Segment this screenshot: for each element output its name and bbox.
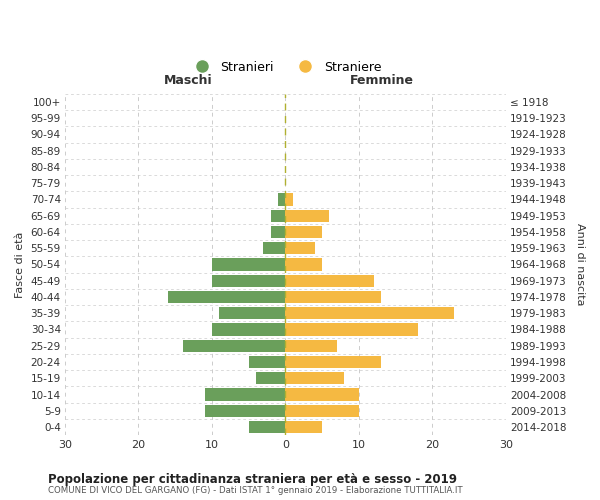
Y-axis label: Anni di nascita: Anni di nascita — [575, 223, 585, 306]
Bar — [286, 324, 418, 336]
Bar — [286, 258, 322, 270]
Bar — [286, 226, 322, 238]
Bar — [286, 291, 381, 303]
Bar — [286, 210, 329, 222]
Bar — [168, 291, 286, 303]
Bar — [286, 356, 381, 368]
Bar — [212, 324, 286, 336]
Bar — [286, 372, 344, 384]
Bar — [205, 388, 286, 400]
Bar — [286, 242, 315, 254]
Bar — [286, 194, 293, 205]
Bar — [248, 421, 286, 433]
Text: COMUNE DI VICO DEL GARGANO (FG) - Dati ISTAT 1° gennaio 2019 - Elaborazione TUTT: COMUNE DI VICO DEL GARGANO (FG) - Dati I… — [48, 486, 463, 495]
Bar — [286, 307, 454, 320]
Y-axis label: Fasce di età: Fasce di età — [15, 232, 25, 298]
Bar — [205, 404, 286, 417]
Bar — [286, 274, 374, 287]
Bar — [286, 340, 337, 352]
Bar — [286, 388, 359, 400]
Bar — [256, 372, 286, 384]
Bar — [248, 356, 286, 368]
Bar — [271, 210, 286, 222]
Text: Femmine: Femmine — [350, 74, 415, 87]
Text: Popolazione per cittadinanza straniera per età e sesso - 2019: Popolazione per cittadinanza straniera p… — [48, 472, 457, 486]
Bar — [212, 258, 286, 270]
Bar — [286, 404, 359, 417]
Bar — [219, 307, 286, 320]
Legend: Stranieri, Straniere: Stranieri, Straniere — [184, 56, 386, 78]
Text: Maschi: Maschi — [164, 74, 213, 87]
Bar — [278, 194, 286, 205]
Bar — [212, 274, 286, 287]
Bar — [263, 242, 286, 254]
Bar — [271, 226, 286, 238]
Bar — [182, 340, 286, 352]
Bar — [286, 421, 322, 433]
